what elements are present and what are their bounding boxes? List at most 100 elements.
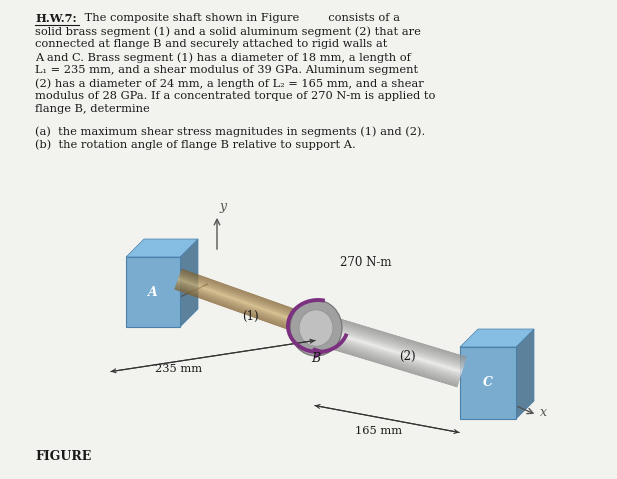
Polygon shape [181, 270, 319, 319]
Polygon shape [179, 276, 317, 325]
Polygon shape [178, 280, 316, 329]
Polygon shape [320, 316, 466, 361]
Polygon shape [317, 325, 463, 370]
Polygon shape [314, 333, 460, 378]
Polygon shape [180, 275, 318, 324]
Text: A and C. Brass segment (1) has a diameter of 18 mm, a length of: A and C. Brass segment (1) has a diamete… [35, 52, 411, 63]
Polygon shape [318, 320, 465, 365]
Polygon shape [313, 338, 459, 383]
Polygon shape [315, 331, 462, 375]
Text: C: C [483, 376, 493, 389]
Polygon shape [177, 281, 315, 331]
Polygon shape [320, 313, 466, 358]
Polygon shape [176, 282, 315, 331]
Text: y: y [219, 200, 226, 213]
Polygon shape [126, 257, 180, 327]
Polygon shape [313, 335, 460, 380]
Polygon shape [176, 283, 315, 332]
Text: flange B, determine: flange B, determine [35, 104, 150, 114]
Text: L₁ = 235 mm, and a shear modulus of 39 GPa. Aluminum segment: L₁ = 235 mm, and a shear modulus of 39 G… [35, 65, 418, 75]
Text: 235 mm: 235 mm [155, 364, 202, 374]
Polygon shape [179, 276, 317, 326]
Text: (a)  the maximum shear stress magnitudes in segments (1) and (2).: (a) the maximum shear stress magnitudes … [35, 126, 425, 137]
Text: The composite shaft shown in Figure        consists of a: The composite shaft shown in Figure cons… [81, 13, 400, 23]
Polygon shape [180, 272, 318, 321]
Polygon shape [175, 287, 313, 336]
Polygon shape [176, 284, 314, 333]
Text: (b)  the rotation angle of flange B relative to support A.: (b) the rotation angle of flange B relat… [35, 139, 356, 149]
Polygon shape [315, 330, 462, 374]
Polygon shape [313, 336, 460, 381]
Polygon shape [178, 278, 317, 328]
Polygon shape [178, 277, 317, 327]
Polygon shape [320, 314, 466, 359]
Text: (1): (1) [242, 309, 259, 322]
Polygon shape [181, 270, 320, 319]
Polygon shape [179, 275, 317, 325]
Polygon shape [180, 274, 318, 323]
Ellipse shape [299, 310, 333, 346]
Text: modulus of 28 GPa. If a concentrated torque of 270 N-m is applied to: modulus of 28 GPa. If a concentrated tor… [35, 91, 436, 101]
Polygon shape [181, 271, 319, 320]
Polygon shape [180, 273, 318, 322]
Polygon shape [313, 337, 459, 382]
Text: (2): (2) [399, 350, 416, 363]
Polygon shape [312, 341, 458, 386]
Polygon shape [317, 326, 463, 370]
Polygon shape [315, 332, 461, 376]
Text: connected at flange B and securely attached to rigid walls at: connected at flange B and securely attac… [35, 39, 387, 49]
Polygon shape [175, 287, 313, 337]
Polygon shape [176, 284, 314, 334]
Polygon shape [319, 317, 465, 362]
Polygon shape [175, 286, 313, 335]
Polygon shape [178, 279, 316, 329]
Polygon shape [315, 332, 461, 377]
Polygon shape [460, 329, 534, 347]
Polygon shape [315, 331, 461, 376]
Polygon shape [318, 322, 464, 366]
Polygon shape [178, 280, 316, 330]
Polygon shape [320, 315, 466, 360]
Polygon shape [316, 328, 462, 373]
Polygon shape [318, 319, 465, 365]
Polygon shape [176, 283, 315, 332]
Polygon shape [175, 288, 313, 337]
Polygon shape [312, 340, 458, 384]
Polygon shape [175, 286, 313, 336]
Polygon shape [317, 324, 463, 369]
Text: 270 N-m: 270 N-m [340, 256, 392, 269]
Polygon shape [176, 285, 314, 334]
Polygon shape [319, 318, 465, 363]
Polygon shape [460, 347, 516, 419]
Polygon shape [318, 321, 464, 366]
Polygon shape [317, 323, 463, 367]
Polygon shape [180, 239, 198, 327]
Polygon shape [320, 313, 466, 357]
Polygon shape [177, 282, 315, 331]
Polygon shape [180, 272, 318, 322]
Polygon shape [180, 274, 318, 324]
Polygon shape [318, 319, 465, 364]
Polygon shape [312, 342, 458, 388]
Polygon shape [312, 342, 458, 387]
Text: FIGURE: FIGURE [35, 450, 91, 463]
Text: A: A [148, 285, 158, 298]
Polygon shape [316, 327, 462, 372]
Polygon shape [516, 329, 534, 419]
Polygon shape [181, 271, 319, 321]
Polygon shape [126, 239, 198, 257]
Polygon shape [317, 323, 463, 368]
Text: x: x [540, 406, 547, 419]
Text: B: B [311, 352, 320, 365]
Text: 165 mm: 165 mm [355, 426, 402, 436]
Text: z: z [141, 303, 147, 316]
Polygon shape [313, 339, 459, 384]
Polygon shape [176, 285, 314, 335]
Text: H.W.7:: H.W.7: [35, 13, 77, 24]
Polygon shape [178, 277, 317, 327]
Ellipse shape [290, 300, 342, 356]
Polygon shape [319, 317, 465, 361]
Polygon shape [177, 281, 315, 330]
Text: (2) has a diameter of 24 mm, a length of L₂ = 165 mm, and a shear: (2) has a diameter of 24 mm, a length of… [35, 78, 424, 89]
Polygon shape [175, 288, 313, 338]
